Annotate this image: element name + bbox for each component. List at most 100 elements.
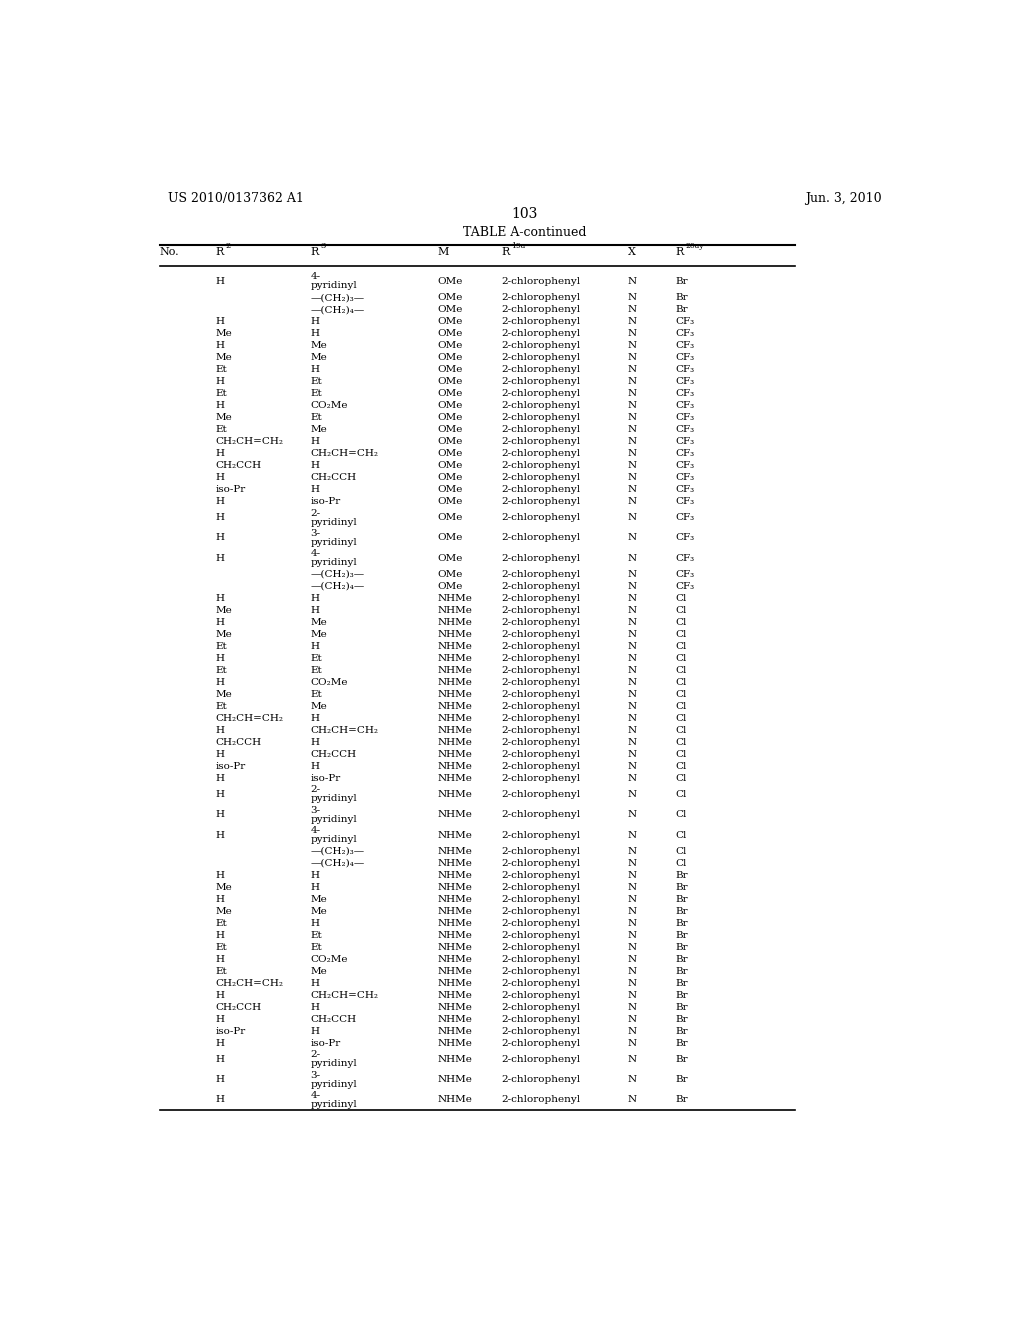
Text: Et: Et	[215, 942, 227, 952]
Text: 2-chlorophenyl: 2-chlorophenyl	[501, 484, 581, 494]
Text: pyridinyl: pyridinyl	[310, 814, 357, 824]
Text: CH₂CH=CH₂: CH₂CH=CH₂	[310, 991, 379, 999]
Text: H: H	[310, 871, 319, 879]
Text: H: H	[215, 341, 224, 350]
Text: 2-chlorophenyl: 2-chlorophenyl	[501, 496, 581, 506]
Text: 2-chlorophenyl: 2-chlorophenyl	[501, 907, 581, 916]
Text: CO₂Me: CO₂Me	[310, 954, 348, 964]
Text: N: N	[628, 570, 637, 579]
Text: 103: 103	[512, 207, 538, 222]
Text: 2-chlorophenyl: 2-chlorophenyl	[501, 702, 581, 711]
Text: H: H	[215, 1039, 224, 1048]
Text: R: R	[501, 247, 509, 257]
Text: Cl: Cl	[676, 678, 687, 686]
Text: N: N	[628, 366, 637, 374]
Text: OMe: OMe	[437, 378, 463, 385]
Text: Et: Et	[215, 702, 227, 711]
Text: H: H	[215, 931, 224, 940]
Text: Br: Br	[676, 1003, 688, 1011]
Text: N: N	[628, 1096, 637, 1105]
Text: CF₃: CF₃	[676, 366, 694, 374]
Text: Cl: Cl	[676, 750, 687, 759]
Text: H: H	[310, 738, 319, 747]
Text: Br: Br	[676, 1039, 688, 1048]
Text: CH₂CCH: CH₂CCH	[310, 750, 356, 759]
Text: H: H	[215, 810, 224, 820]
Text: 2-chlorophenyl: 2-chlorophenyl	[501, 305, 581, 314]
Text: Cl: Cl	[676, 653, 687, 663]
Text: pyridinyl: pyridinyl	[310, 1100, 357, 1109]
Text: N: N	[628, 606, 637, 615]
Text: pyridinyl: pyridinyl	[310, 795, 357, 804]
Text: H: H	[310, 606, 319, 615]
Text: pyridinyl: pyridinyl	[310, 517, 357, 527]
Text: NHMe: NHMe	[437, 665, 472, 675]
Text: Me: Me	[215, 329, 232, 338]
Text: CF₃: CF₃	[676, 329, 694, 338]
Text: NHMe: NHMe	[437, 1039, 472, 1048]
Text: N: N	[628, 437, 637, 446]
Text: NHMe: NHMe	[437, 714, 472, 723]
Text: H: H	[310, 642, 319, 651]
Text: NHMe: NHMe	[437, 1027, 472, 1036]
Text: H: H	[310, 329, 319, 338]
Text: CF₃: CF₃	[676, 425, 694, 434]
Text: Br: Br	[676, 1055, 688, 1064]
Text: H: H	[310, 919, 319, 928]
Text: Et: Et	[215, 665, 227, 675]
Text: N: N	[628, 378, 637, 385]
Text: NHMe: NHMe	[437, 750, 472, 759]
Text: N: N	[628, 738, 637, 747]
Text: Br: Br	[676, 883, 688, 892]
Text: Et: Et	[215, 966, 227, 975]
Text: N: N	[628, 991, 637, 999]
Text: Cl: Cl	[676, 630, 687, 639]
Text: N: N	[628, 618, 637, 627]
Text: NHMe: NHMe	[437, 726, 472, 735]
Text: US 2010/0137362 A1: US 2010/0137362 A1	[168, 191, 303, 205]
Text: R: R	[215, 247, 223, 257]
Text: 2-chlorophenyl: 2-chlorophenyl	[501, 714, 581, 723]
Text: CF₃: CF₃	[676, 473, 694, 482]
Text: NHMe: NHMe	[437, 789, 472, 799]
Text: NHMe: NHMe	[437, 1015, 472, 1024]
Text: H: H	[310, 883, 319, 892]
Text: pyridinyl: pyridinyl	[310, 1080, 357, 1089]
Text: X: X	[628, 247, 636, 257]
Text: —(CH₂)₃—: —(CH₂)₃—	[310, 293, 365, 302]
Text: OMe: OMe	[437, 570, 463, 579]
Text: Cl: Cl	[676, 665, 687, 675]
Text: 4-: 4-	[310, 272, 321, 281]
Text: iso-Pr: iso-Pr	[310, 496, 341, 506]
Text: CO₂Me: CO₂Me	[310, 678, 348, 686]
Text: 4-: 4-	[310, 1092, 321, 1100]
Text: NHMe: NHMe	[437, 606, 472, 615]
Text: N: N	[628, 1027, 637, 1036]
Text: CF₃: CF₃	[676, 484, 694, 494]
Text: NHMe: NHMe	[437, 678, 472, 686]
Text: Br: Br	[676, 1015, 688, 1024]
Text: CH₂CH=CH₂: CH₂CH=CH₂	[215, 437, 284, 446]
Text: NHMe: NHMe	[437, 919, 472, 928]
Text: NHMe: NHMe	[437, 653, 472, 663]
Text: 2-chlorophenyl: 2-chlorophenyl	[501, 425, 581, 434]
Text: pyridinyl: pyridinyl	[310, 836, 357, 843]
Text: CO₂Me: CO₂Me	[310, 401, 348, 411]
Text: N: N	[628, 582, 637, 591]
Text: H: H	[215, 774, 224, 783]
Text: H: H	[310, 366, 319, 374]
Text: 2-chlorophenyl: 2-chlorophenyl	[501, 871, 581, 879]
Text: CF₃: CF₃	[676, 401, 694, 411]
Text: iso-Pr: iso-Pr	[215, 762, 246, 771]
Text: OMe: OMe	[437, 533, 463, 543]
Text: 19a: 19a	[511, 242, 525, 249]
Text: 2-chlorophenyl: 2-chlorophenyl	[501, 437, 581, 446]
Text: 2-chlorophenyl: 2-chlorophenyl	[501, 1055, 581, 1064]
Text: R: R	[310, 247, 318, 257]
Text: 2-chlorophenyl: 2-chlorophenyl	[501, 594, 581, 603]
Text: Me: Me	[310, 895, 328, 904]
Text: 2-chlorophenyl: 2-chlorophenyl	[501, 1076, 581, 1084]
Text: NHMe: NHMe	[437, 738, 472, 747]
Text: N: N	[628, 859, 637, 867]
Text: H: H	[215, 1055, 224, 1064]
